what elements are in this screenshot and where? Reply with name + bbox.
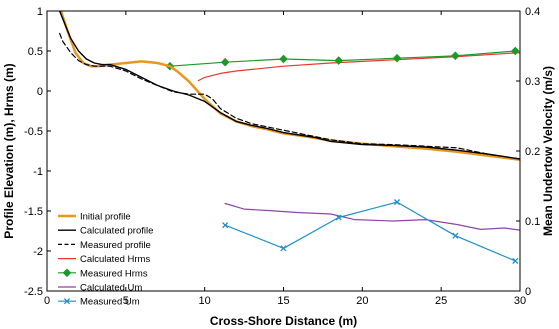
legend-item-measured-profile: Measured profile bbox=[58, 240, 151, 251]
legend-label: Calculated Um bbox=[80, 283, 142, 294]
series-measured-profile bbox=[59, 32, 520, 160]
y-tick-label: 1 bbox=[37, 6, 43, 18]
y-tick-label: 0.5 bbox=[28, 46, 43, 58]
y-tick-label: -1 bbox=[33, 166, 43, 178]
x-tick-label: 10 bbox=[199, 295, 211, 307]
y-tick-label: 0 bbox=[37, 86, 43, 98]
legend-label: Measured profile bbox=[80, 240, 151, 251]
y-tick-label: -2 bbox=[33, 246, 43, 258]
x-tick-label: 5 bbox=[123, 295, 129, 307]
data-point bbox=[220, 57, 230, 67]
legend-marker bbox=[62, 268, 72, 278]
y-axis-title: Profile Elevation (m), Hrms (m) bbox=[2, 63, 16, 238]
legend-item-calculated-profile: Calculated profile bbox=[58, 226, 153, 237]
axis-layer: 0 5 10 15 20 25 30-2.5-2-1.5-1-0.500.5100.10.2… bbox=[24, 6, 540, 307]
x-axis-title: Cross-Shore Distance (m) bbox=[210, 314, 357, 328]
series-line-calculated-hrms bbox=[197, 51, 520, 82]
y2-tick-label: 0.2 bbox=[525, 146, 540, 158]
y2-tick-label: 0.3 bbox=[525, 76, 540, 88]
data-point bbox=[452, 232, 459, 239]
y-tick-label: -0.5 bbox=[24, 126, 43, 138]
series-line-measured-hrms bbox=[169, 50, 516, 67]
series-initial-profile bbox=[59, 11, 520, 162]
x-tick-label: 0 bbox=[44, 295, 50, 307]
y2-axis-title: Mean Undertow Velocity (m/s) bbox=[541, 66, 555, 236]
series-line-calculated-um bbox=[224, 202, 520, 231]
legend: Initial profile Calculated profile Measure… bbox=[58, 212, 153, 308]
data-point bbox=[280, 245, 287, 252]
legend-label: Measured Hrms bbox=[80, 268, 148, 279]
legend-label: Initial profile bbox=[80, 212, 131, 223]
data-point bbox=[334, 56, 343, 65]
legend-item-calculated-um: Calculated Um bbox=[58, 283, 142, 294]
legend-item-measured-hrms: Measured Hrms bbox=[58, 268, 148, 279]
y2-tick-label: 0.4 bbox=[525, 6, 540, 18]
y-tick-label: -1.5 bbox=[24, 206, 43, 218]
data-point bbox=[392, 53, 402, 63]
y2-tick-label: 0 bbox=[525, 286, 531, 298]
legend-label: Calculated Hrms bbox=[80, 254, 150, 265]
data-point bbox=[451, 51, 460, 61]
legend-label: Calculated profile bbox=[80, 226, 153, 237]
series-measured-hrms bbox=[165, 46, 520, 71]
data-point bbox=[335, 214, 342, 221]
x-tick-label: 15 bbox=[277, 295, 289, 307]
legend-item-calculated-hrms: Calculated Hrms bbox=[58, 254, 150, 265]
data-point bbox=[512, 257, 519, 264]
y-tick-label: -2.5 bbox=[24, 286, 43, 298]
series-layer bbox=[58, 11, 520, 264]
data-point bbox=[222, 222, 229, 229]
data-point bbox=[393, 199, 401, 206]
legend-item-measured-um: Measured Um bbox=[58, 297, 140, 308]
data-point bbox=[279, 54, 288, 64]
x-tick-label: 20 bbox=[356, 295, 368, 307]
legend-marker bbox=[63, 298, 71, 305]
y2-tick-label: 0.1 bbox=[525, 216, 540, 228]
series-calculated-profile bbox=[58, 11, 520, 160]
series-calculated-um bbox=[224, 202, 520, 231]
legend-item-initial-profile: Initial profile bbox=[58, 212, 131, 223]
plot-frame bbox=[46, 10, 521, 292]
legend-label: Measured Um bbox=[80, 297, 140, 308]
x-tick-label: 30 bbox=[514, 295, 526, 307]
series-line-measured-profile bbox=[59, 32, 520, 160]
series-calculated-hrms bbox=[197, 51, 520, 82]
x-tick-label: 25 bbox=[435, 295, 447, 307]
series-measured-um bbox=[222, 199, 519, 264]
data-point bbox=[510, 46, 520, 56]
series-line-measured-um bbox=[224, 201, 516, 262]
series-line-initial-profile bbox=[59, 11, 520, 162]
series-line-calculated-profile bbox=[58, 11, 520, 160]
